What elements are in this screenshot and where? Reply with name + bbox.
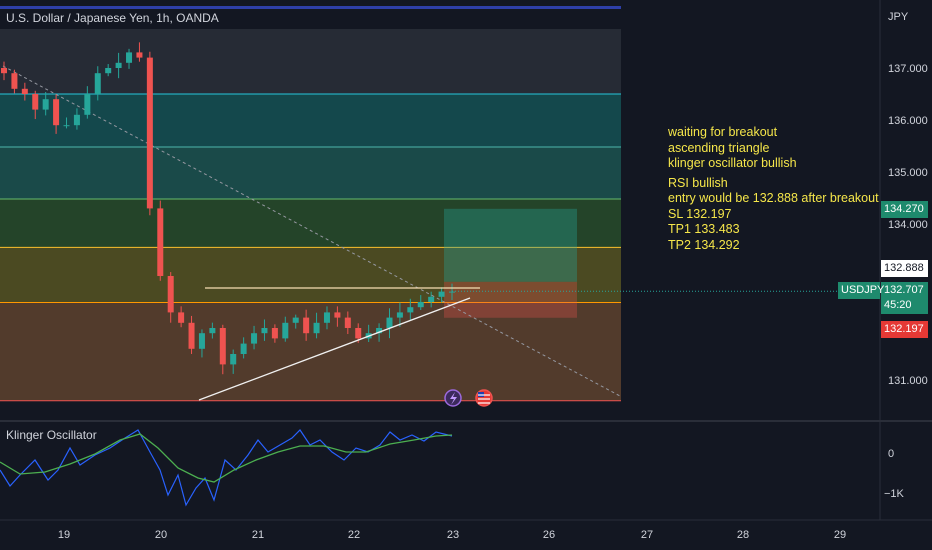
time-tick-label: 19 — [58, 529, 70, 541]
candle-body — [209, 328, 216, 334]
fib-zone — [0, 29, 621, 94]
tp2-price-badge: 134.270 — [881, 201, 928, 218]
price-tick-label: 137.000 — [888, 63, 928, 75]
candle-body — [126, 52, 133, 63]
note-line: klinger oscillator bullish — [668, 156, 797, 170]
candle-body — [53, 99, 60, 126]
candle-body — [240, 343, 247, 354]
candle-body — [136, 52, 143, 58]
note-line: SL 132.197 — [668, 206, 732, 221]
fib-zone — [0, 147, 621, 200]
last-price-badge: 132.707 45:20 — [881, 282, 928, 314]
signal-line — [0, 433, 453, 483]
candle-body — [230, 354, 237, 365]
time-tick-label: 28 — [737, 529, 749, 541]
candle-body — [73, 114, 80, 126]
oscillator-title[interactable]: Klinger Oscillator — [6, 428, 97, 442]
note-line: TP1 133.483 — [668, 222, 740, 236]
fib-zone — [0, 94, 621, 148]
time-tick-label: 26 — [543, 529, 555, 541]
us-flag-icon — [475, 389, 493, 407]
candle-body — [449, 291, 455, 293]
countdown-value: 45:20 — [884, 299, 912, 311]
candle-body — [376, 328, 383, 334]
time-tick-label: 27 — [641, 529, 653, 541]
analysis-note: waiting for breakout ascending triangle … — [668, 125, 879, 253]
note-line: entry would be 132.888 after breakout — [668, 191, 879, 205]
candle-body — [313, 322, 320, 334]
candle-body — [282, 322, 289, 339]
candle-body — [94, 73, 101, 94]
lightning-icon — [444, 389, 462, 407]
candle-body — [292, 317, 299, 323]
candle-body — [198, 333, 205, 349]
candle-body — [157, 208, 164, 276]
candle-body — [396, 312, 403, 318]
time-tick-label: 20 — [155, 529, 167, 541]
candle-body — [386, 317, 393, 328]
note-line: TP2 134.292 — [668, 237, 740, 252]
price-tick-label: 131.000 — [888, 375, 928, 387]
candle-body — [417, 302, 424, 308]
price-tick-label: 136.000 — [888, 115, 928, 127]
symbol-title[interactable]: U.S. Dollar / Japanese Yen, 1h, OANDA — [6, 11, 219, 25]
candle-body — [167, 276, 174, 313]
candle-body — [105, 68, 112, 74]
last-price-value: 132.707 — [884, 284, 924, 296]
price-tick-label: 134.000 — [888, 219, 928, 231]
fib-zone — [0, 247, 621, 303]
ascending-support-line — [198, 297, 471, 401]
oscillator-tick-label: −1K — [884, 488, 905, 500]
time-tick-label: 23 — [447, 529, 459, 541]
candle-body — [178, 312, 185, 323]
candle-body — [303, 317, 310, 334]
symbol-badge[interactable]: USDJPY — [838, 282, 884, 299]
candle-body — [84, 94, 91, 115]
price-tick-label: 135.000 — [888, 167, 928, 179]
time-tick-label: 22 — [348, 529, 360, 541]
note-line: waiting for breakout — [668, 125, 778, 139]
candle-body — [21, 88, 28, 94]
candle-body — [11, 73, 18, 89]
candle-body — [188, 322, 195, 349]
candle-body — [323, 312, 330, 323]
candle-body — [63, 125, 70, 127]
candle-body — [42, 99, 49, 110]
candle-body — [438, 291, 445, 297]
note-line: ascending triangle — [668, 140, 770, 155]
time-tick-label: 29 — [834, 529, 846, 541]
candle-body — [334, 312, 341, 318]
fib-zone — [0, 302, 621, 401]
note-line: RSI bullish — [668, 175, 728, 190]
candle-body — [271, 328, 278, 339]
currency-label: JPY — [888, 11, 909, 23]
lightning-icon-glyph — [450, 392, 457, 405]
candle-body — [344, 317, 351, 328]
time-tick-label: 21 — [252, 529, 264, 541]
candle-body — [428, 296, 435, 302]
candle-body — [251, 333, 258, 344]
candle-body — [219, 328, 226, 365]
downtrend-dashed-line — [2, 65, 621, 397]
stop-price-badge: 132.197 — [881, 321, 928, 338]
candle-body — [146, 57, 153, 209]
candle-body — [355, 328, 362, 339]
oscillator-tick-label: 0 — [888, 448, 894, 460]
entry-price-badge: 132.888 — [881, 260, 928, 277]
candle-body — [1, 68, 7, 74]
candle-body — [261, 328, 268, 334]
fib-top-line — [0, 6, 621, 9]
fib-zone — [0, 199, 621, 248]
candle-body — [32, 94, 39, 110]
candle-body — [407, 307, 414, 313]
take-profit-zone — [444, 208, 577, 282]
candle-body — [115, 62, 122, 68]
